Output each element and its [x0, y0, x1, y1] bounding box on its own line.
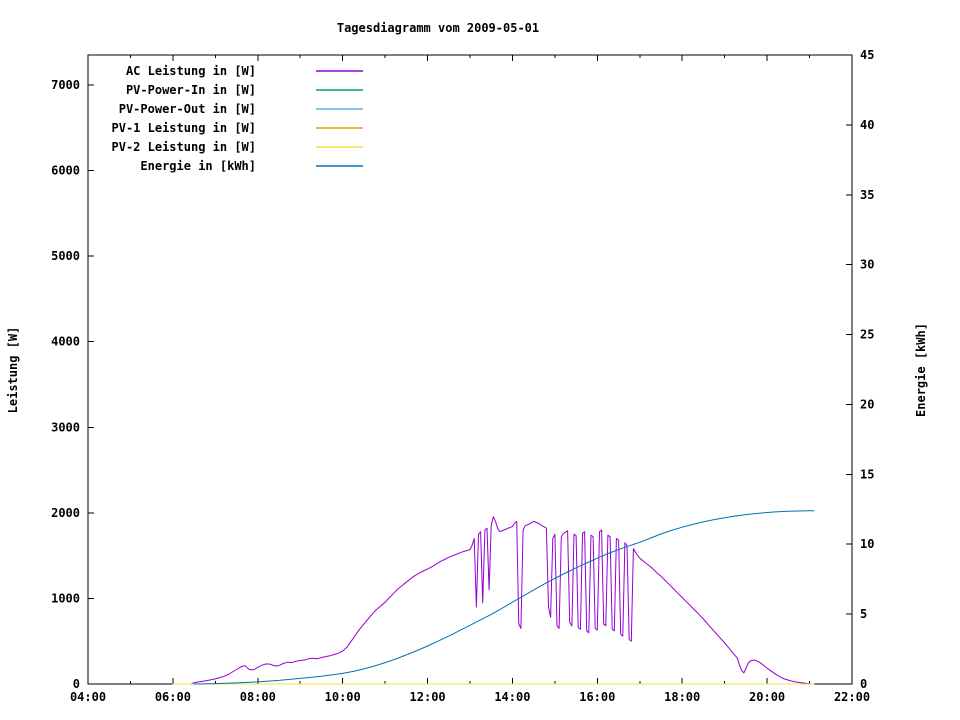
- y-tick-label: 0: [73, 677, 80, 691]
- chart-title: Tagesdiagramm vom 2009-05-01: [337, 21, 539, 35]
- x-tick-label: 16:00: [579, 690, 615, 704]
- y2-tick-label: 10: [860, 537, 874, 551]
- y2-tick-label: 40: [860, 118, 874, 132]
- legend-label: PV-1 Leistung in [W]: [112, 121, 257, 135]
- legend-item-ac-leistung-in-w: AC Leistung in [W]: [126, 64, 363, 78]
- legend-item-energie-in-kwh: Energie in [kWh]: [140, 159, 363, 173]
- y-tick-label: 4000: [51, 335, 80, 349]
- legend-label: Energie in [kWh]: [140, 159, 256, 173]
- legend-item-pv-1-leistung-in-w: PV-1 Leistung in [W]: [112, 121, 363, 135]
- y2-tick-label: 35: [860, 188, 874, 202]
- x-tick-label: 04:00: [70, 690, 106, 704]
- series-line-energie-in-kwh: [193, 510, 815, 685]
- x-tick-label: 14:00: [494, 690, 530, 704]
- y-tick-label: 5000: [51, 249, 80, 263]
- y2-tick-label: 45: [860, 48, 874, 62]
- y-tick-label: 6000: [51, 164, 80, 178]
- legend-label: PV-Power-In in [W]: [126, 83, 256, 97]
- plot-dynamic-layer: 04:00 06:00 08:00 10:00 12:00 14:00 16:00 18:00…: [51, 48, 874, 704]
- y2-axis-label: Energie [kWh]: [914, 323, 928, 417]
- y-tick-label: 3000: [51, 420, 80, 434]
- x-tick-label: 08:00: [240, 690, 276, 704]
- y2-tick-label: 20: [860, 397, 874, 411]
- y2-tick-label: 5: [860, 607, 867, 621]
- legend-item-pv-2-leistung-in-w: PV-2 Leistung in [W]: [112, 140, 363, 154]
- series-line-ac-leistung-in-w: [190, 516, 813, 685]
- y2-tick-label: 30: [860, 258, 874, 272]
- legend: AC Leistung in [W] PV-Power-In in [W] PV-P…: [112, 64, 363, 173]
- legend-label: PV-Power-Out in [W]: [119, 102, 256, 116]
- y2-tick-label: 0: [860, 677, 867, 691]
- legend-item-pv-power-out-in-w: PV-Power-Out in [W]: [119, 102, 363, 116]
- legend-label: AC Leistung in [W]: [126, 64, 256, 78]
- legend-label: PV-2 Leistung in [W]: [112, 140, 257, 154]
- x-tick-label: 22:00: [834, 690, 870, 704]
- x-tick-label: 10:00: [325, 690, 361, 704]
- legend-item-pv-power-in-in-w: PV-Power-In in [W]: [126, 83, 363, 97]
- x-tick-label: 20:00: [749, 690, 785, 704]
- y-tick-label: 1000: [51, 591, 80, 605]
- y-tick-label: 2000: [51, 506, 80, 520]
- x-tick-label: 18:00: [664, 690, 700, 704]
- y-axis-label: Leistung [W]: [6, 327, 20, 414]
- y2-tick-label: 15: [860, 467, 874, 481]
- x-tick-label: 06:00: [155, 690, 191, 704]
- y2-tick-label: 25: [860, 328, 874, 342]
- x-tick-label: 12:00: [410, 690, 446, 704]
- y-tick-label: 7000: [51, 78, 80, 92]
